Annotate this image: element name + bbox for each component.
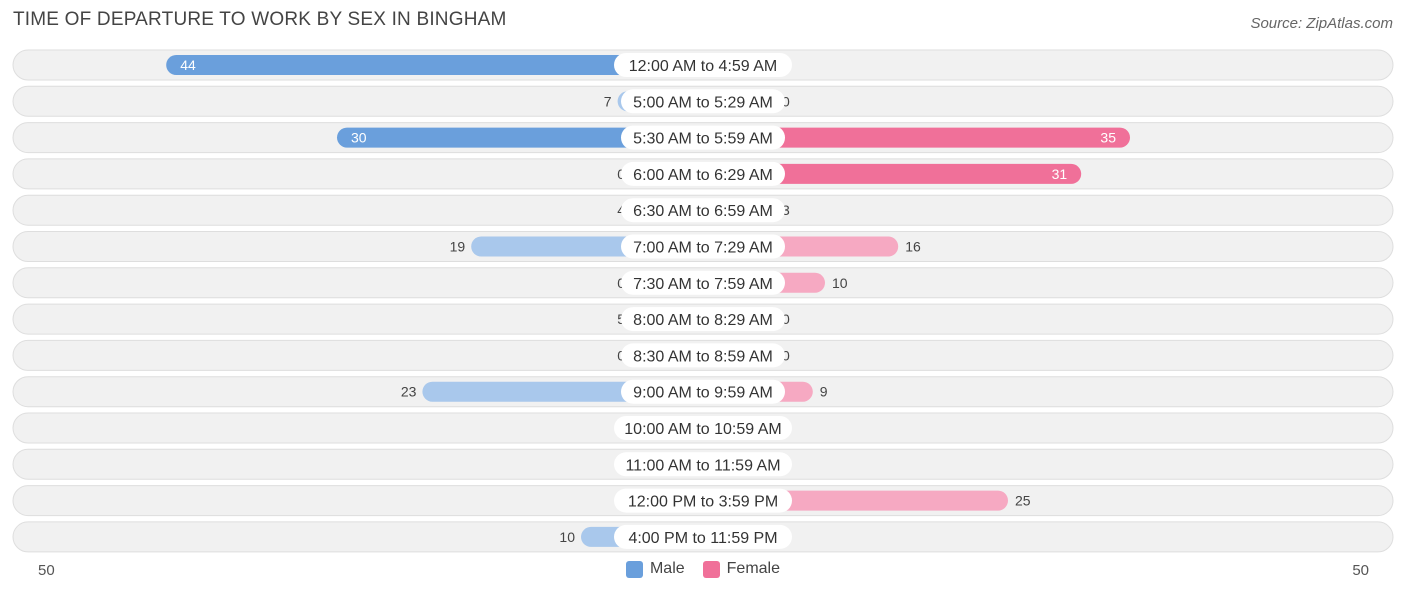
female-value-label: 31 bbox=[1052, 166, 1068, 182]
category-pill bbox=[621, 89, 785, 114]
female-value-label: 0 bbox=[782, 93, 790, 109]
male-value-label: 44 bbox=[180, 57, 196, 73]
female-value-label: 9 bbox=[820, 384, 828, 400]
category-pill bbox=[621, 379, 785, 404]
female-value-label: 35 bbox=[1100, 130, 1116, 146]
category-pill bbox=[614, 452, 792, 477]
category-label: 9:00 AM to 9:59 AM bbox=[633, 385, 773, 402]
category-label: 4:00 PM to 11:59 PM bbox=[628, 530, 777, 547]
legend-item-male[interactable]: Male bbox=[625, 560, 685, 578]
female-value-label: 10 bbox=[832, 275, 848, 291]
female-value-label: 0 bbox=[782, 347, 790, 363]
category-pill bbox=[621, 343, 785, 368]
axis-right-label: 50 bbox=[1352, 562, 1369, 579]
category-label: 6:00 AM to 6:29 AM bbox=[633, 167, 773, 184]
female-value-label: 25 bbox=[1015, 493, 1031, 509]
legend-label-male: Male bbox=[649, 560, 685, 577]
male-value-label: 10 bbox=[559, 529, 575, 545]
legend-label-female: Female bbox=[726, 560, 781, 577]
female-value-label: 0 bbox=[782, 311, 790, 327]
category-label: 12:00 PM to 3:59 PM bbox=[628, 494, 778, 511]
category-label: 7:30 AM to 7:59 AM bbox=[633, 276, 773, 293]
category-pill bbox=[614, 416, 792, 440]
male-value-label: 23 bbox=[401, 384, 417, 400]
category-label: 5:30 AM to 5:59 AM bbox=[633, 131, 773, 148]
female-value-label: 16 bbox=[905, 239, 921, 255]
category-pill bbox=[621, 125, 785, 150]
category-label: 5:00 AM to 5:29 AM bbox=[633, 94, 773, 111]
category-label: 7:00 AM to 7:29 AM bbox=[633, 240, 773, 257]
category-pill bbox=[614, 488, 792, 513]
source-note: Source: ZipAtlas.com bbox=[1250, 15, 1393, 32]
male-value-label: 30 bbox=[351, 130, 367, 146]
legend-item-female[interactable]: Female bbox=[702, 560, 781, 578]
chart-title: TIME OF DEPARTURE TO WORK BY SEX IN BING… bbox=[13, 9, 507, 30]
female-bar bbox=[703, 163, 1082, 184]
legend-swatch-female bbox=[702, 560, 720, 578]
male-value-label: 19 bbox=[450, 239, 466, 255]
category-pill bbox=[614, 53, 792, 77]
category-label: 11:00 AM to 11:59 AM bbox=[625, 457, 780, 474]
male-bar bbox=[337, 127, 703, 148]
legend-swatch-male bbox=[625, 560, 643, 578]
category-label: 10:00 AM to 10:59 AM bbox=[624, 421, 781, 438]
male-value-label: 7 bbox=[604, 93, 612, 109]
category-label: 8:00 AM to 8:29 AM bbox=[633, 312, 773, 329]
category-label: 8:30 AM to 8:59 AM bbox=[633, 348, 773, 365]
category-pill bbox=[621, 270, 785, 295]
legend: Male Female bbox=[0, 560, 1406, 578]
category-pill bbox=[621, 198, 785, 223]
female-bar bbox=[703, 127, 1130, 148]
category-pill bbox=[621, 161, 785, 186]
category-pill bbox=[621, 234, 785, 259]
category-label: 6:30 AM to 6:59 AM bbox=[633, 203, 773, 220]
category-pill bbox=[621, 307, 785, 332]
category-label: 12:00 AM to 4:59 AM bbox=[629, 58, 778, 75]
axis-left-label: 50 bbox=[38, 562, 55, 579]
category-pill bbox=[614, 524, 792, 549]
female-value-label: 3 bbox=[782, 202, 790, 218]
male-bar bbox=[166, 55, 703, 75]
